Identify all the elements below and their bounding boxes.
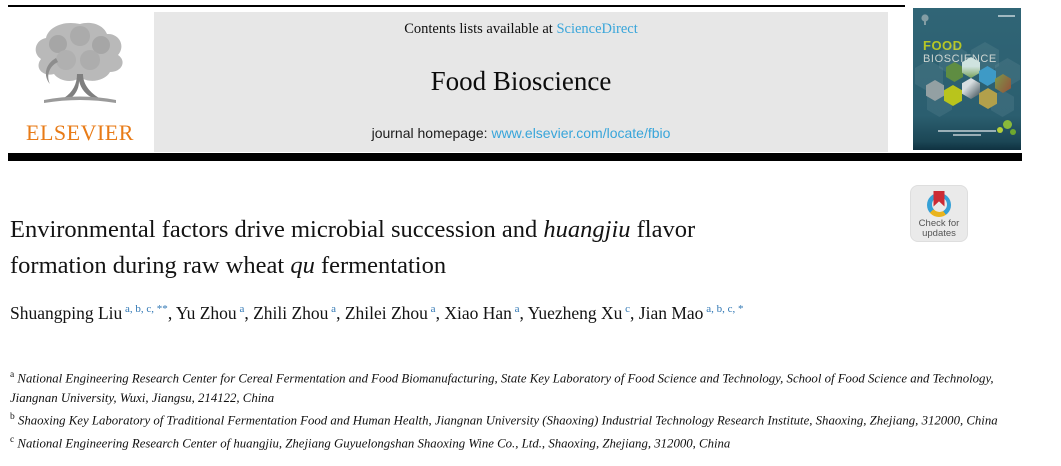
check-for-updates-badge[interactable]: Check for updates [910, 185, 968, 242]
author-name: Zhilei Zhou [344, 302, 428, 323]
cover-footer-text [938, 130, 996, 132]
cover-elsevier-mini-icon [921, 14, 929, 25]
cover-title-food: FOOD [923, 38, 963, 53]
cover-hexagon [979, 66, 996, 86]
affiliation: b Shaoxing Key Laboratory of Traditional… [10, 412, 998, 428]
author-superscript: a, b, c, ** [122, 303, 168, 315]
elsevier-wordmark: ELSEVIER [26, 120, 134, 145]
affiliation-list: a National Engineering Research Center f… [10, 366, 1022, 454]
title-segment: flavor [630, 216, 696, 243]
crossmark-label: Check for updates [918, 217, 960, 239]
homepage-prefix: journal homepage: [371, 125, 492, 141]
title-segment: formation during raw wheat [10, 252, 291, 279]
article-title: Environmental factors drive microbial su… [10, 212, 894, 284]
cover-hexagon [979, 88, 997, 109]
author-list: Shuangping Liu a, b, c, **, Yu Zhou a, Z… [10, 302, 744, 323]
top-rule [8, 5, 905, 7]
cover-hexagon [926, 80, 944, 101]
journal-title: Food Bioscience [430, 66, 612, 96]
author-superscript: c [622, 303, 631, 315]
author-name: Yuezheng Xu [527, 302, 623, 323]
cover-issue-text [998, 15, 1015, 17]
cover-hexagon [962, 57, 980, 78]
cover-hexagon [946, 62, 963, 82]
author-superscript: a [511, 303, 520, 315]
sciencedirect-link[interactable]: ScienceDirect [556, 21, 638, 37]
affiliation: a National Engineering Research Center f… [10, 370, 994, 405]
author-superscript: a [427, 303, 436, 315]
title-segment: huangjiu [543, 216, 631, 243]
cover-footer-text [953, 134, 981, 136]
header-divider-bar [8, 153, 1022, 161]
title-segment: fermentation [314, 252, 447, 279]
journal-band: Contents lists available at ScienceDirec… [154, 12, 888, 152]
author-name: Shuangping Liu [10, 302, 123, 323]
title-segment: qu [290, 252, 315, 279]
elsevier-tree-icon [35, 22, 123, 103]
homepage-link[interactable]: www.elsevier.com/locate/fbio [491, 125, 671, 141]
cover-hexagon [995, 74, 1011, 93]
cover-hexagon [962, 78, 980, 99]
contents-prefix: Contents lists available at [404, 21, 557, 37]
cover-molecule-icon [997, 118, 1017, 136]
elsevier-logo[interactable]: ELSEVIER [10, 18, 150, 146]
affiliation: c National Engineering Research Center o… [10, 435, 731, 451]
author-name: Zhili Zhou [253, 302, 329, 323]
author-superscript: a [328, 303, 337, 315]
author-name: Xiao Han [444, 302, 512, 323]
contents-line: Contents lists available at ScienceDirec… [404, 21, 638, 38]
title-segment: Environmental factors drive microbial su… [10, 216, 544, 243]
author-superscript: a, b, c, * [703, 303, 744, 315]
crossmark-icon [926, 190, 952, 217]
homepage-line: journal homepage: www.elsevier.com/locat… [372, 125, 671, 141]
cover-hexagon [944, 85, 962, 106]
author-name: Yu Zhou [175, 302, 237, 323]
author-superscript: a [236, 303, 245, 315]
journal-cover-thumbnail[interactable]: FOOD BIOSCIENCE [913, 8, 1021, 150]
author-name: Jian Mao [638, 302, 704, 323]
